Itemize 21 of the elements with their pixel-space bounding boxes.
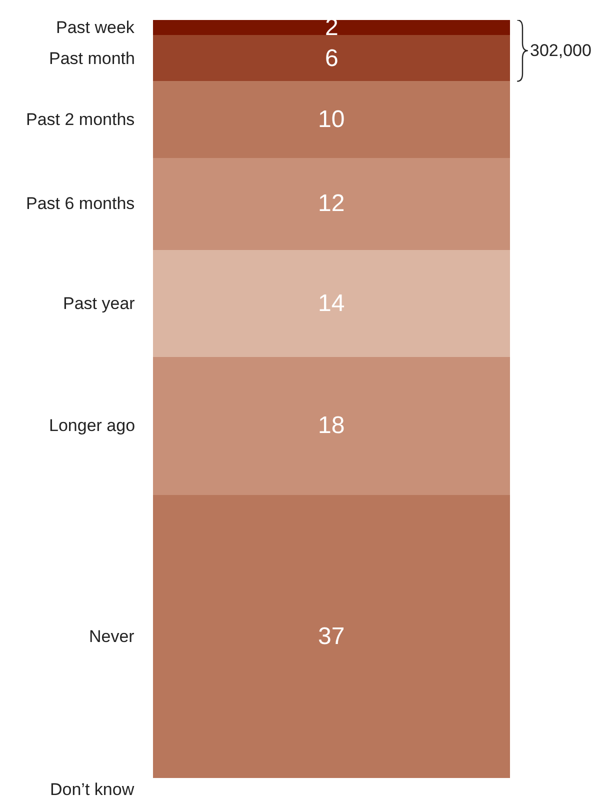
series-label: Past 6 months [26,194,135,213]
series-label: Never [89,627,135,646]
series-label: Longer ago [49,416,136,435]
series-label: Past week [56,18,135,37]
bar [153,250,510,357]
data-label: 18 [318,412,345,439]
data-label: 6 [325,45,338,72]
bar [153,35,510,81]
text: 302,000 [530,41,592,60]
data-label: 37 [318,623,345,650]
bar [153,357,510,495]
data-label: 14 [318,290,345,317]
series-label: Past 2 months [26,110,135,129]
data-label: 12 [318,190,345,217]
series-label: Past year [63,294,136,313]
bar [153,20,510,35]
bar [153,158,510,250]
bar [153,81,510,158]
series-label: Past month [49,49,135,68]
text: Don’t know [50,780,135,799]
data-label: 10 [318,106,345,133]
